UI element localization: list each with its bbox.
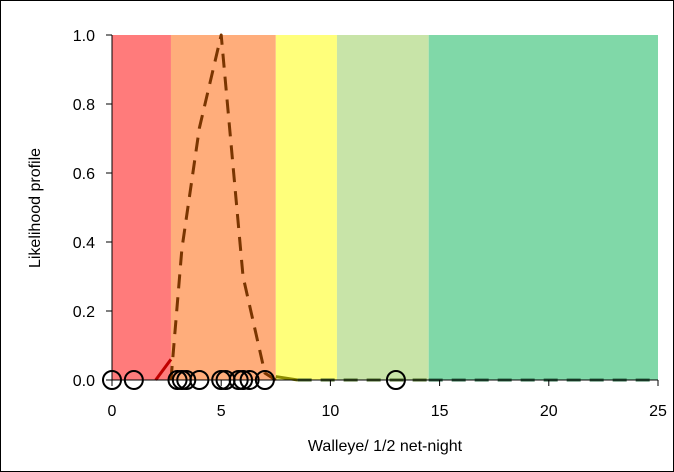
band-layer [112,35,658,380]
y-tick-label-2: 0.4 [73,235,95,252]
axes-layer: 0 5 10 15 20 25 0.0 0.2 0.4 0.6 0.8 1.0 [73,28,667,420]
x-tick-label-3: 15 [431,403,449,420]
band-3 [336,35,429,380]
series-line-2 [275,375,298,382]
x-tick-label-5: 25 [649,403,667,420]
series-line-1 [154,358,173,381]
series-line-0 [169,33,277,382]
band-4 [428,35,658,380]
y-tick-label-5: 1.0 [73,28,95,45]
band-2 [275,35,337,380]
y-axis-title: Likelihood profile [27,148,44,268]
band-0 [112,35,171,380]
x-tick-label-0: 0 [108,403,117,420]
y-tick-label-3: 0.6 [73,166,95,183]
y-tick-label-4: 0.8 [73,97,95,114]
x-axis-title: Walleye/ 1/2 net-night [308,438,463,455]
y-tick-label-0: 0.0 [73,373,95,390]
x-tick-label-1: 5 [217,403,226,420]
x-tick-label-4: 20 [540,403,558,420]
x-tick-label-2: 10 [322,403,340,420]
y-tick-label-1: 0.2 [73,304,95,321]
